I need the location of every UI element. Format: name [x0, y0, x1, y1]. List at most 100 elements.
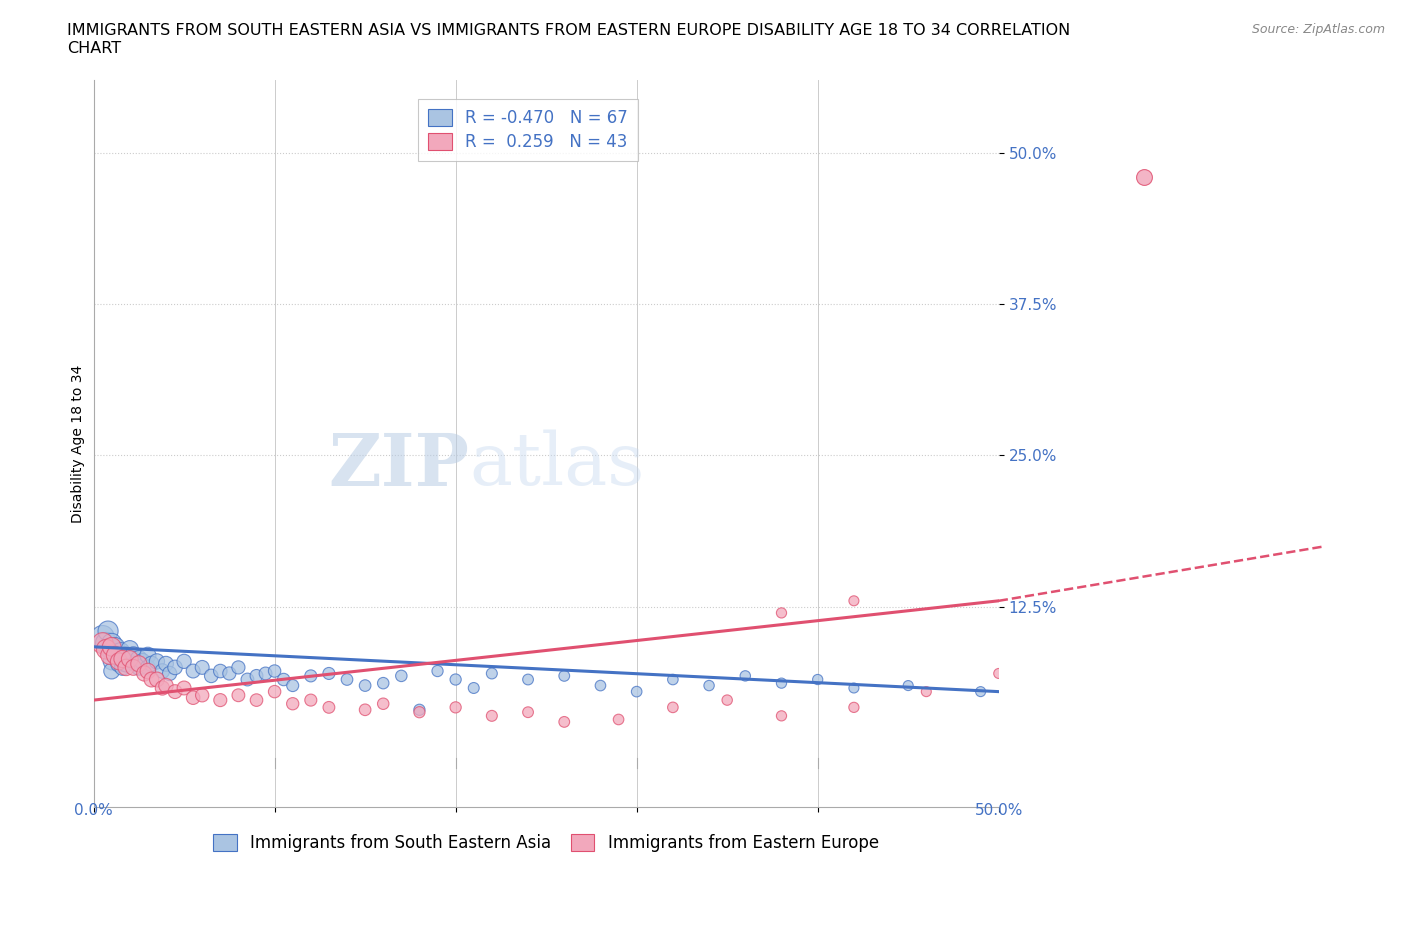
Point — [318, 700, 340, 715]
Point — [770, 709, 793, 724]
Point — [807, 672, 830, 687]
Point — [110, 652, 132, 667]
Point — [236, 672, 259, 687]
Point — [181, 690, 204, 705]
Point — [915, 684, 938, 699]
Point — [228, 688, 250, 703]
Point — [318, 666, 340, 681]
Point — [553, 669, 575, 684]
Point — [100, 664, 122, 679]
Point — [104, 648, 127, 663]
Point — [209, 693, 232, 708]
Point — [336, 672, 359, 687]
Point — [118, 652, 141, 667]
Point — [181, 664, 204, 679]
Point — [191, 660, 214, 675]
Point — [91, 630, 114, 644]
Point — [115, 657, 138, 671]
Point — [124, 657, 146, 671]
Text: IMMIGRANTS FROM SOUTH EASTERN ASIA VS IMMIGRANTS FROM EASTERN EUROPE DISABILITY : IMMIGRANTS FROM SOUTH EASTERN ASIA VS IM… — [67, 23, 1071, 56]
Point — [426, 664, 449, 679]
Point — [481, 709, 503, 724]
Point — [122, 660, 145, 675]
Point — [1132, 169, 1154, 184]
Point — [770, 676, 793, 691]
Point — [373, 676, 395, 691]
Point — [281, 697, 304, 711]
Point — [842, 681, 865, 696]
Point — [98, 648, 121, 663]
Point — [373, 697, 395, 711]
Point — [734, 669, 756, 684]
Y-axis label: Disability Age 18 to 34: Disability Age 18 to 34 — [72, 365, 86, 523]
Point — [115, 648, 138, 663]
Point — [108, 654, 131, 669]
Point — [98, 642, 121, 657]
Point — [245, 693, 267, 708]
Point — [662, 672, 685, 687]
Point — [389, 669, 412, 684]
Point — [105, 648, 128, 663]
Point — [354, 678, 377, 693]
Point — [128, 660, 150, 675]
Point — [716, 693, 738, 708]
Point — [100, 636, 122, 651]
Point — [553, 714, 575, 729]
Point — [91, 636, 114, 651]
Point — [122, 648, 145, 663]
Point — [100, 640, 122, 655]
Point — [589, 678, 612, 693]
Point — [111, 660, 134, 675]
Point — [697, 678, 720, 693]
Point — [155, 657, 177, 671]
Point — [481, 666, 503, 681]
Point — [218, 666, 240, 681]
Point — [263, 664, 285, 679]
Point — [146, 654, 169, 669]
Point — [987, 666, 1010, 681]
Point — [517, 672, 540, 687]
Point — [897, 678, 920, 693]
Point — [118, 642, 141, 657]
Point — [155, 678, 177, 693]
Point — [842, 700, 865, 715]
Point — [191, 688, 214, 703]
Point — [444, 672, 467, 687]
Point — [770, 605, 793, 620]
Point — [354, 702, 377, 717]
Point — [263, 684, 285, 699]
Point — [96, 642, 118, 657]
Point — [281, 678, 304, 693]
Point — [444, 700, 467, 715]
Point — [128, 652, 150, 667]
Point — [150, 681, 173, 696]
Point — [100, 644, 122, 659]
Point — [408, 705, 430, 720]
Point — [128, 657, 150, 671]
Point — [173, 654, 195, 669]
Text: 0.0%: 0.0% — [75, 803, 112, 817]
Point — [150, 664, 173, 679]
Point — [136, 664, 159, 679]
Point — [97, 624, 120, 639]
Point — [134, 666, 156, 681]
Point — [146, 672, 169, 687]
Point — [96, 636, 118, 651]
Point — [104, 640, 127, 655]
Point — [408, 702, 430, 717]
Text: ZIP: ZIP — [329, 430, 470, 500]
Point — [115, 660, 138, 675]
Point — [131, 654, 153, 669]
Point — [111, 652, 134, 667]
Point — [245, 669, 267, 684]
Point — [228, 660, 250, 675]
Point — [209, 664, 232, 679]
Point — [173, 681, 195, 696]
Point — [463, 681, 485, 696]
Point — [517, 705, 540, 720]
Point — [141, 672, 163, 687]
Point — [607, 712, 630, 727]
Text: 50.0%: 50.0% — [974, 803, 1024, 817]
Text: atlas: atlas — [470, 430, 644, 500]
Point — [969, 684, 991, 699]
